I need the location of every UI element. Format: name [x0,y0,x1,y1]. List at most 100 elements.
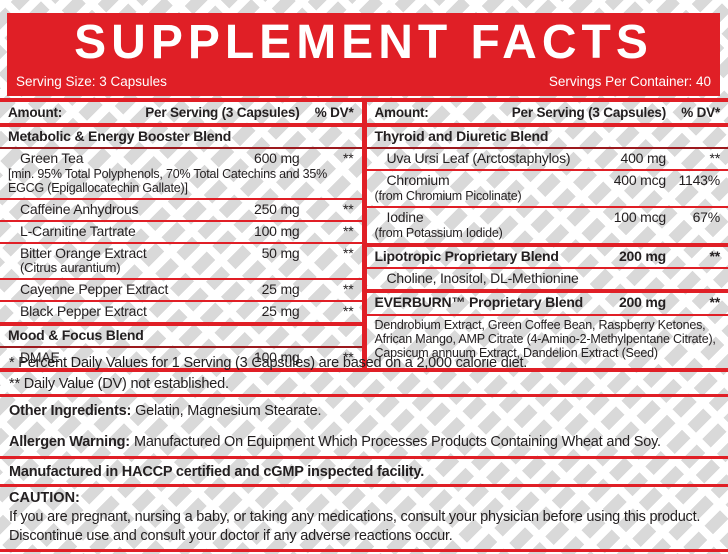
ingredient-dv: ** [343,223,354,239]
blend-row: Thyroid and Diuretic Blend [366,123,728,147]
blend-main-line: Mood & Focus Blend [8,326,354,343]
blend-main-line: Lipotropic Proprietary Blend 200 mg ** [375,249,721,264]
ingredient-row: Caffeine Anhydrous 250 mg ** [0,198,362,220]
column-header-row: Amount: Per Serving (3 Capsules) % DV* [0,102,362,123]
blend-name-cell: Thyroid and Diuretic Blend [375,129,721,144]
ingredient-name: Black Pepper Extract [20,302,147,319]
ingredient-name-cell: DMAE [8,348,230,365]
ingredient-amount: 100 mcg [613,209,666,225]
note-row: Dendrobium Extract, Green Coffee Bean, R… [366,314,728,363]
ingredient-name: Iodine [386,209,424,225]
blend-row: EVERBURN™ Proprietary Blend 200 mg ** [366,289,728,313]
blend-name: EVERBURN™ Proprietary Blend [374,294,584,310]
ingredient-main-line: L-Carnitine Tartrate 100 mg ** [8,224,354,239]
divider-line [0,484,728,487]
ingredient-name: Bitter Orange Extract [20,245,147,261]
ingredient-row: Cayenne Pepper Extract 25 mg ** [0,277,362,300]
ingredient-name-cell: Green Tea [8,151,230,166]
facts-column-left: Amount: Per Serving (3 Capsules) % DV* Meta… [0,102,362,368]
ingredient-amount: 25 mg [261,302,300,319]
blend-name: Mood & Focus Blend [8,326,144,343]
ingredient-dv: ** [343,201,354,217]
ingredient-dv: 1143% [678,172,720,188]
ingredient-row: Chromium 400 mcg 1143% (from Chromium Picol… [366,169,728,206]
facts-column-right: Amount: Per Serving (3 Capsules) % DV* Thyr… [366,102,728,368]
blend-dv: ** [709,248,721,264]
ingredient-row: Uva Ursi Leaf (Arctostaphylos) 400 mg ** [366,147,728,169]
ingredient-main-line: Black Pepper Extract 25 mg ** [8,302,354,319]
ingredient-amount: 250 mg [254,201,300,217]
ingredient-amount: 600 mg [254,150,300,166]
ingredient-row: L-Carnitine Tartrate 100 mg ** [0,220,362,242]
caution-text: If you are pregnant, nursing a baby, or … [9,509,701,544]
blend-row: Lipotropic Proprietary Blend 200 mg ** [366,243,728,267]
ingredient-dv: ** [709,150,721,166]
ingredient-dv: ** [343,280,354,297]
facts-table: Amount: Per Serving (3 Capsules) % DV* Meta… [0,98,728,372]
ingredient-amount: 25 mg [261,280,300,297]
blend-components-note: Dendrobium Extract, Green Coffee Bean, R… [374,318,716,360]
ingredient-dv: ** [343,348,354,365]
ingredient-main-line: Cayenne Pepper Extract 25 mg ** [8,280,354,297]
ingredient-name: DMAE [20,348,60,365]
blend-name-cell: Mood & Focus Blend [8,326,354,343]
ingredient-name: L-Carnitine Tartrate [20,223,136,239]
ingredient-dv: ** [343,302,354,319]
column-header-amount: Amount: [8,105,63,120]
ingredient-note: (from Potassium Iodide) [374,226,503,240]
ingredient-main-line: DMAE 100 mg ** [8,348,354,365]
blend-name: Metabolic & Energy Booster Blend [8,128,232,144]
ingredient-main-line: Caffeine Anhydrous 250 mg ** [8,202,354,217]
ingredient-name-cell: Caffeine Anhydrous [8,202,230,217]
ingredient-amount: 400 mcg [613,172,666,188]
ingredient-dv: 67% [692,209,721,225]
ingredient-row: DMAE 100 mg ** [0,345,362,368]
ingredient-main-line: Uva Ursi Leaf (Arctostaphylos) 400 mg ** [375,151,721,166]
column-header-row: Amount: Per Serving (3 Capsules) % DV* [367,102,728,123]
ingredient-name: Green Tea [20,150,84,166]
column-header-amount: Amount: [374,105,429,120]
blend-amount: 200 mg [618,294,666,310]
ingredient-row: Green Tea 600 mg ** [min. 95% Total Polyphe… [0,147,362,198]
blend-amount: 200 mg [618,248,666,264]
ingredient-amount: 100 mg [254,348,300,365]
servings-per-container: Servings Per Container: 40 [548,74,711,89]
ingredient-amount: 400 mg [620,150,667,166]
ingredient-note: (from Chromium Picolinate) [374,189,522,203]
ingredient-name-cell: Bitter Orange Extract (Citrus aurantium) [8,246,230,275]
ingredient-name: Chromium [386,172,450,188]
column-header-per-serving: Per Serving (3 Capsules) [511,105,666,120]
serving-size: Serving Size: 3 Capsules [16,74,167,89]
ingredient-name: Cayenne Pepper Extract [20,280,169,297]
footer: * Percent Daily Values for 1 Serving (3 … [0,352,728,552]
column-header-dv: % DV* [314,105,354,120]
dv-footnote: * Percent Daily Values for 1 Serving (3 … [9,355,528,371]
blend-name-cell: Metabolic & Energy Booster Blend [8,129,354,144]
facility-statement: Manufactured in HACCP certified and cGMP… [9,464,425,480]
allergen-warning-text: Manufactured On Equipment Which Processe… [133,434,661,450]
ingredient-row: Black Pepper Extract 25 mg ** [0,299,362,322]
ingredient-name-cell: Black Pepper Extract [8,302,230,319]
blend-name: Thyroid and Diuretic Blend [374,128,549,144]
column-divider [361,102,367,368]
ingredient-amount: 50 mg [261,245,300,261]
ingredient-name-cell: L-Carnitine Tartrate [8,224,230,239]
blend-row: Metabolic & Energy Booster Blend [0,123,362,147]
blend-main-line: Thyroid and Diuretic Blend [375,129,721,144]
ingredient-name: Uva Ursi Leaf (Arctostaphylos) [386,150,571,166]
caution-label: CAUTION: [9,490,80,506]
ingredient-subname: (Citrus aurantium) [20,260,121,275]
blend-main-line: Metabolic & Energy Booster Blend [8,129,354,144]
ingredient-name: Caffeine Anhydrous [20,201,139,217]
list-row: Choline, Inositol, DL-Methionine [366,267,728,289]
header-serving-row: Serving Size: 3 Capsules Servings Per Co… [7,74,720,96]
blend-name: Lipotropic Proprietary Blend [374,248,559,264]
blend-row: Mood & Focus Blend [0,321,362,346]
ingredient-main-line: Green Tea 600 mg ** [8,151,354,166]
ingredient-name-cell: Chromium [375,173,597,188]
blend-dv: ** [709,294,721,310]
ingredient-dv: ** [343,245,354,261]
other-ingredients: Other Ingredients: Gelatin, Magnesium Ste… [0,399,728,422]
divider-line [0,549,728,552]
